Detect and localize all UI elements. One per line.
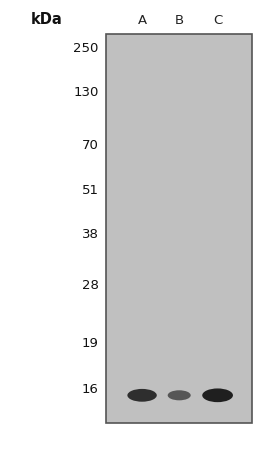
Bar xyxy=(106,34,252,423)
Text: kDa: kDa xyxy=(31,12,62,27)
Ellipse shape xyxy=(202,388,233,402)
Text: 130: 130 xyxy=(73,86,99,99)
Ellipse shape xyxy=(168,390,191,400)
Ellipse shape xyxy=(127,389,157,402)
Text: 250: 250 xyxy=(73,43,99,55)
Text: 28: 28 xyxy=(82,279,99,292)
Text: 16: 16 xyxy=(82,383,99,396)
Text: A: A xyxy=(137,14,147,27)
Text: 70: 70 xyxy=(82,139,99,152)
Text: 38: 38 xyxy=(82,228,99,241)
Text: B: B xyxy=(175,14,184,27)
Text: C: C xyxy=(213,14,222,27)
Text: 51: 51 xyxy=(82,184,99,197)
Text: 19: 19 xyxy=(82,337,99,350)
